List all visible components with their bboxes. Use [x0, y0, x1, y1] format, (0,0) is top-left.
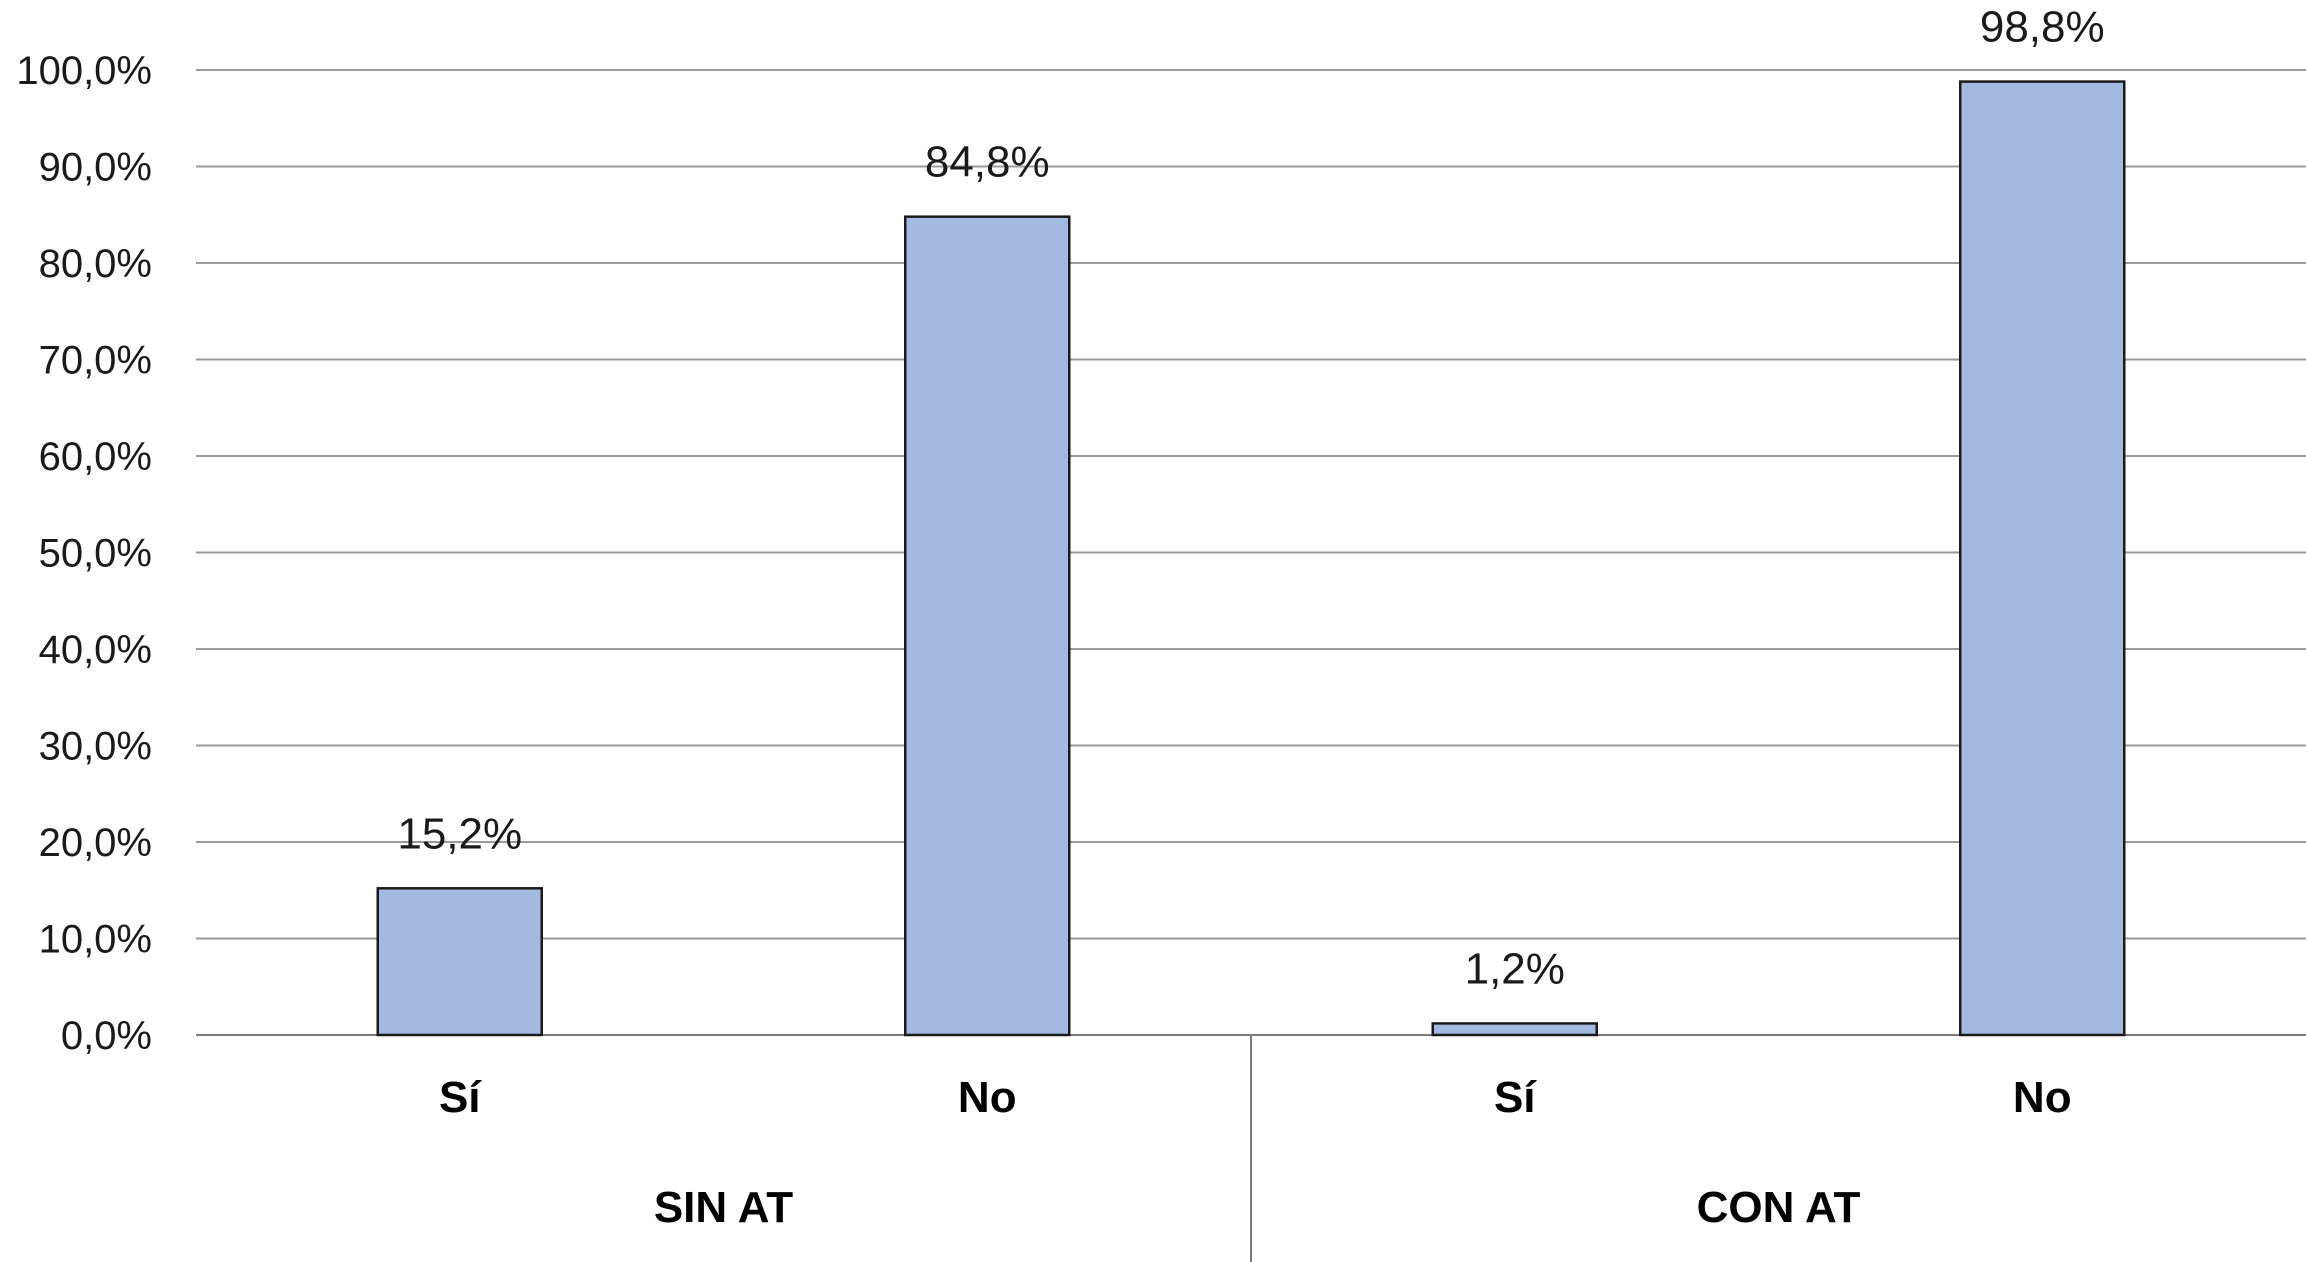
group-label: SIN AT [654, 1183, 793, 1232]
gridlines [196, 69, 2306, 940]
category-label: Sí [439, 1073, 482, 1122]
category-label: No [958, 1073, 1017, 1122]
axes [194, 60, 2306, 1262]
bars [376, 80, 2126, 1037]
y-tick-label: 10,0% [39, 918, 152, 962]
group-label: CON AT [1697, 1183, 1861, 1232]
y-tick-label: 20,0% [39, 821, 152, 865]
category-label: Sí [1494, 1073, 1537, 1122]
y-tick-label: 50,0% [39, 532, 152, 576]
y-tick-label: 30,0% [39, 725, 152, 769]
y-tick-label: 90,0% [39, 146, 152, 190]
y-tick-label: 70,0% [39, 339, 152, 383]
data-label: 1,2% [1465, 944, 1565, 993]
y-tick-label: 60,0% [39, 435, 152, 479]
y-tick-label: 0,0% [61, 1014, 152, 1058]
labels: 0,0% 10,0% 20,0% 30,0% 40,0% 50,0% 60,0% 70,0% 8… [16, 3, 2104, 1232]
y-tick-label: 80,0% [39, 242, 152, 286]
y-tick-label: 100,0% [16, 49, 152, 93]
y-tick-label: 40,0% [39, 628, 152, 672]
bar [1959, 80, 2126, 1037]
data-label: 84,8% [925, 138, 1050, 187]
bar [376, 887, 543, 1037]
bar [904, 215, 1071, 1037]
data-label: 98,8% [1980, 3, 2105, 52]
category-label: No [2013, 1073, 2072, 1122]
data-label: 15,2% [397, 809, 522, 858]
bar [1431, 1022, 1598, 1037]
